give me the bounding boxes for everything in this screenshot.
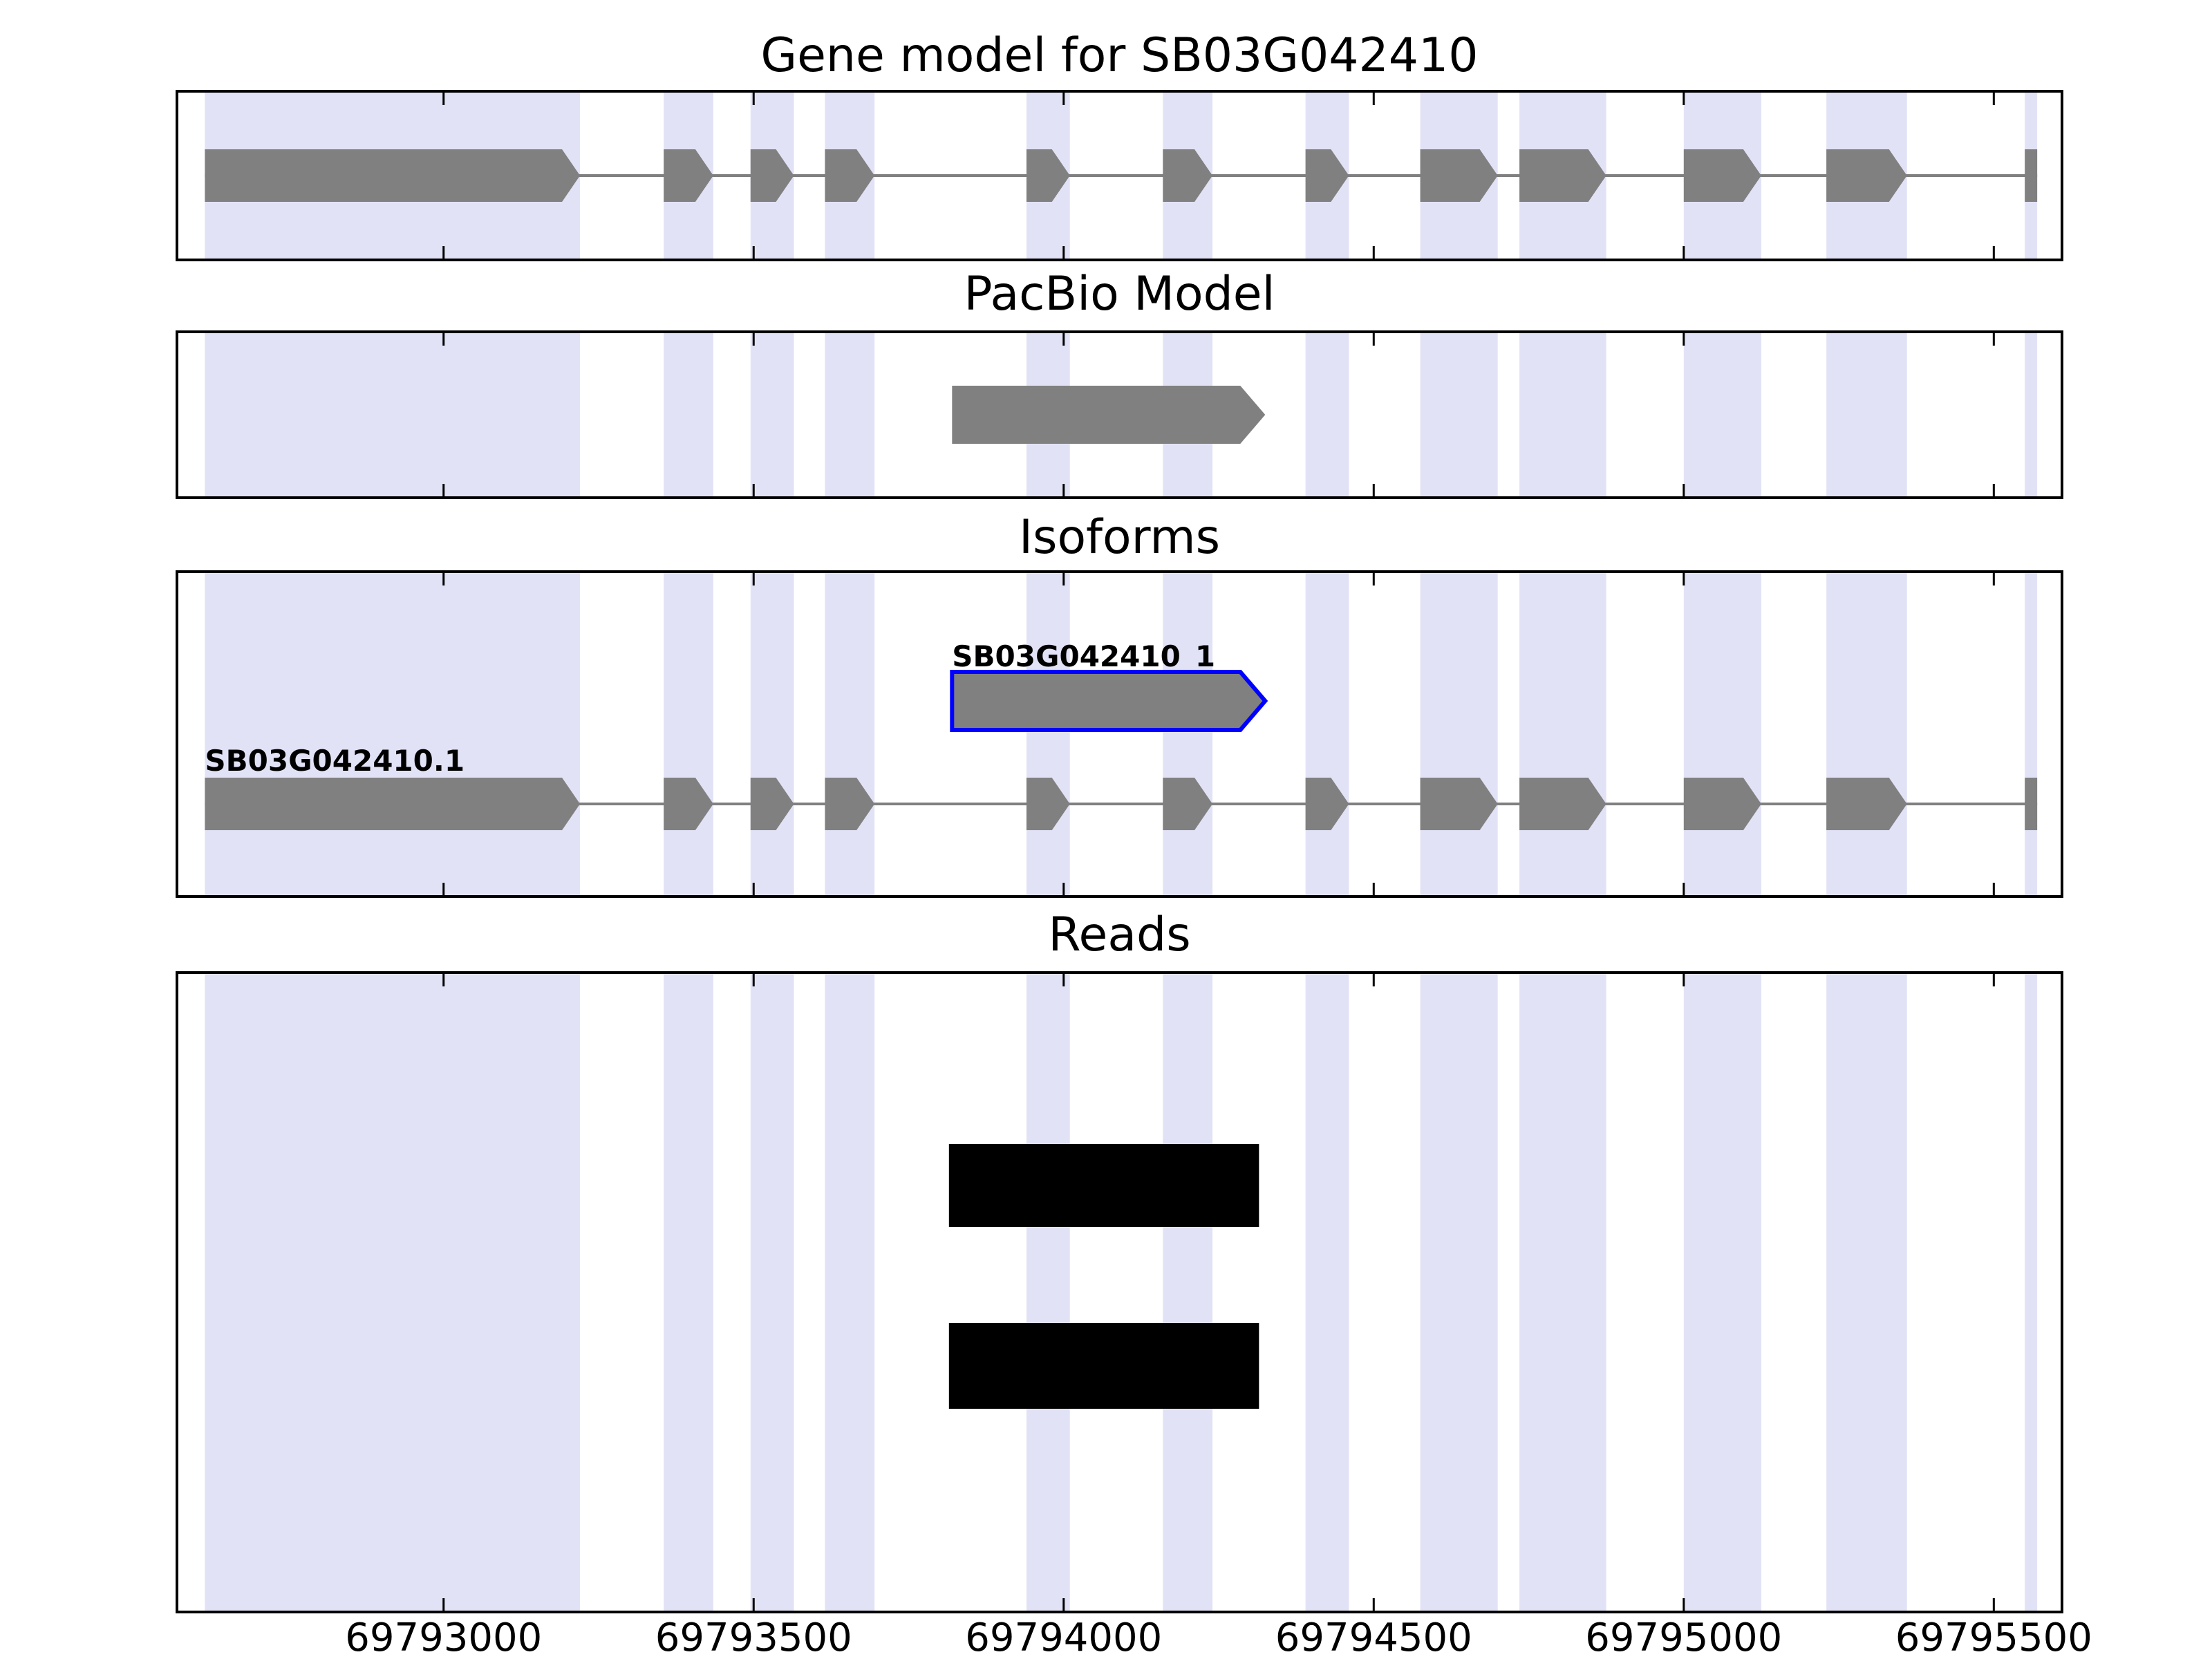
track-title-reads: Reads [1048,908,1190,962]
gene-model-exon-arrow [750,149,794,202]
exon-highlight-band [1826,572,1907,897]
exon-highlight-band [1683,572,1761,897]
gene-model-exon-arrow [664,149,713,202]
gene-model-exon-arrow [1683,149,1761,202]
exon-highlight-band [2025,973,2038,1612]
exon-highlight-band [1519,332,1606,498]
exon-highlight-band [1826,332,1907,498]
isoform-gene-model-exon-arrow [664,778,713,830]
exon-highlight-band [205,572,581,897]
track-panel-pacbio [176,330,2063,499]
exon-highlight-band [664,332,713,498]
track-title-pacbio: PacBio Model [964,267,1275,321]
exon-highlight-band [205,332,581,498]
exon-highlight-band [1420,572,1498,897]
isoform-gene-model-exon-arrow [1026,778,1070,830]
isoform-gene-model-exon-arrow [1683,778,1761,830]
isoform-gene-model-exon-arrow [1420,778,1498,830]
exon-highlight-band [664,572,713,897]
isoform-gene-model-exon-bar [2025,778,2038,830]
gene-model-exon-arrow [1026,149,1070,202]
exon-highlight-band [1519,973,1606,1612]
exon-highlight-band [2025,572,2038,897]
isoform-gene-model-exon-arrow [1305,778,1349,830]
read-rect [948,1144,1259,1227]
x-tick-label: 69794500 [1275,1615,1472,1659]
exon-highlight-band [2025,332,2038,498]
gene-model-exon-arrow [825,149,875,202]
x-tick-label: 69793000 [345,1615,542,1659]
exon-highlight-band [1683,332,1761,498]
gene-model-exon-arrow [1305,149,1349,202]
isoform-gene-model-exon-arrow [1163,778,1213,830]
track-panel-reads [176,971,2063,1613]
exon-highlight-band [1305,332,1349,498]
exon-highlight-band [825,332,875,498]
isoform-label: SB03G042410.1 [205,744,465,778]
isoform-gene-model-exon-arrow [1826,778,1907,830]
pacbio-model-arrow [952,386,1266,444]
exon-highlight-band [750,332,794,498]
gene-model-exon-arrow [1519,149,1606,202]
exon-highlight-band [1420,332,1498,498]
gene-model-exon-arrow [1163,149,1213,202]
track-panel-isoforms [176,570,2063,898]
gene-model-exon-arrow [205,149,581,202]
exon-highlight-band [750,973,794,1612]
isoform-gene-model-exon-arrow [825,778,875,830]
track-panel-gene-model [176,90,2063,261]
exon-highlight-band [825,572,875,897]
track-title-gene-model: Gene model for SB03G042410 [760,28,1478,83]
track-title-isoforms: Isoforms [1019,510,1220,565]
exon-highlight-band [664,973,713,1612]
selected-isoform-arrow [950,670,1268,732]
exon-highlight-band [1026,572,1070,897]
gene-model-exon-arrow [1826,149,1907,202]
exon-highlight-band [1305,572,1349,897]
exon-highlight-band [205,973,581,1612]
exon-highlight-band [1026,973,1070,1612]
isoform-gene-model-exon-arrow [1519,778,1606,830]
x-tick-label: 69793500 [655,1615,852,1659]
x-tick-label: 69794000 [965,1615,1162,1659]
exon-highlight-band [1826,973,1907,1612]
gene-model-exon-bar [2025,149,2038,202]
exon-highlight-band [1163,973,1213,1612]
read-rect [948,1323,1259,1409]
x-tick-label: 69795000 [1585,1615,1782,1659]
exon-highlight-band [825,973,875,1612]
exon-highlight-band [1305,973,1349,1612]
exon-highlight-band [750,572,794,897]
exon-highlight-band [1683,973,1761,1612]
isoform-gene-model-exon-arrow [750,778,794,830]
gene-model-exon-arrow [1420,149,1498,202]
isoform-gene-model-exon-arrow [205,778,581,830]
isoform-label: SB03G042410_1 [952,639,1215,673]
exon-highlight-band [1163,572,1213,897]
exon-highlight-band [1519,572,1606,897]
exon-highlight-band [1420,973,1498,1612]
x-tick-label: 69795500 [1895,1615,2092,1659]
